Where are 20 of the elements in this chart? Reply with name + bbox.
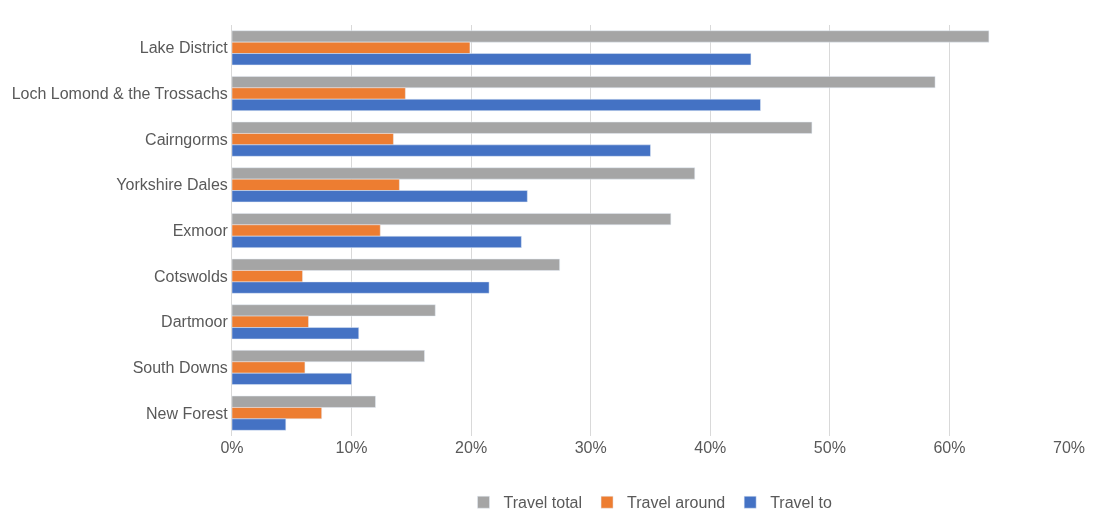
- x-tick-label: 50%: [813, 439, 846, 456]
- y-tick-label: Lake District: [139, 39, 229, 57]
- legend-label: Travel total: [503, 494, 583, 512]
- x-tick-label: 70%: [1052, 439, 1086, 456]
- x-tick-label: 20%: [455, 439, 488, 456]
- y-tick-label: South Downs: [132, 359, 228, 377]
- y-tick-label: Cotswolds: [153, 267, 228, 285]
- x-tick-label: 40%: [694, 439, 727, 456]
- x-tick-label: 10%: [335, 439, 368, 456]
- y-tick-label: Exmoor: [172, 222, 229, 240]
- y-tick-label: Cairngorms: [145, 130, 228, 148]
- y-tick-label: New Forest: [146, 404, 229, 422]
- y-tick-label: Yorkshire Dales: [116, 176, 228, 194]
- y-tick-label: Dartmoor: [161, 313, 229, 331]
- x-tick-label: 60%: [933, 439, 966, 456]
- x-tick-label: 30%: [574, 439, 607, 456]
- legend-label: Travel around: [627, 494, 726, 512]
- x-tick-label: 0%: [220, 439, 244, 456]
- legend-label: Travel to: [770, 494, 832, 512]
- y-tick-label: Loch Lomond & the Trossachs: [11, 85, 228, 103]
